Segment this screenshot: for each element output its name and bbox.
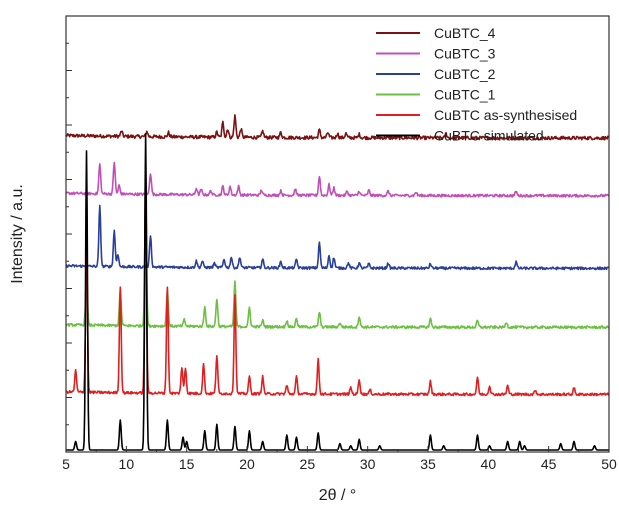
series-line-cubtc-simulated [65,133,610,451]
x-tick-label: 10 [119,456,135,472]
series-line-cubtc-2 [65,204,610,271]
x-tick-label: 30 [360,456,376,472]
x-tick-label: 35 [420,456,436,472]
series-line-cubtc-as-synthesised [65,170,610,397]
legend-entry: CuBTC_3 [434,46,496,62]
legend-entry: CuBTC simulated [434,128,544,144]
x-tick-label: 50 [601,456,617,472]
x-tick-label: 40 [481,456,497,472]
y-axis-ticks [66,15,72,453]
x-tick-label: 20 [239,456,255,472]
legend-entry: CuBTC as-synthesised [434,107,577,123]
legend-entry: CuBTC_4 [434,25,496,41]
x-tick-label: 5 [62,456,70,472]
x-axis-label: 2θ / ° [319,487,357,504]
legend-entry: CuBTC_2 [434,66,496,82]
series-line-cubtc-4 [65,114,610,141]
series-line-cubtc-1 [65,197,610,330]
legend-entry: CuBTC_1 [434,87,496,103]
curves-layer [65,114,610,451]
series-line-cubtc-3 [65,161,610,198]
x-tick-label: 25 [300,456,316,472]
y-axis-label: Intensity / a.u. [9,184,26,284]
legend: CuBTC_4 CuBTC_3 CuBTC_2 CuBTC_1 CuBTC as-syn… [376,25,577,144]
x-tick-label: 45 [541,456,557,472]
x-axis-ticks: 5 10 15 20 25 30 35 40 45 50 [62,446,617,472]
x-tick-label: 15 [179,456,195,472]
